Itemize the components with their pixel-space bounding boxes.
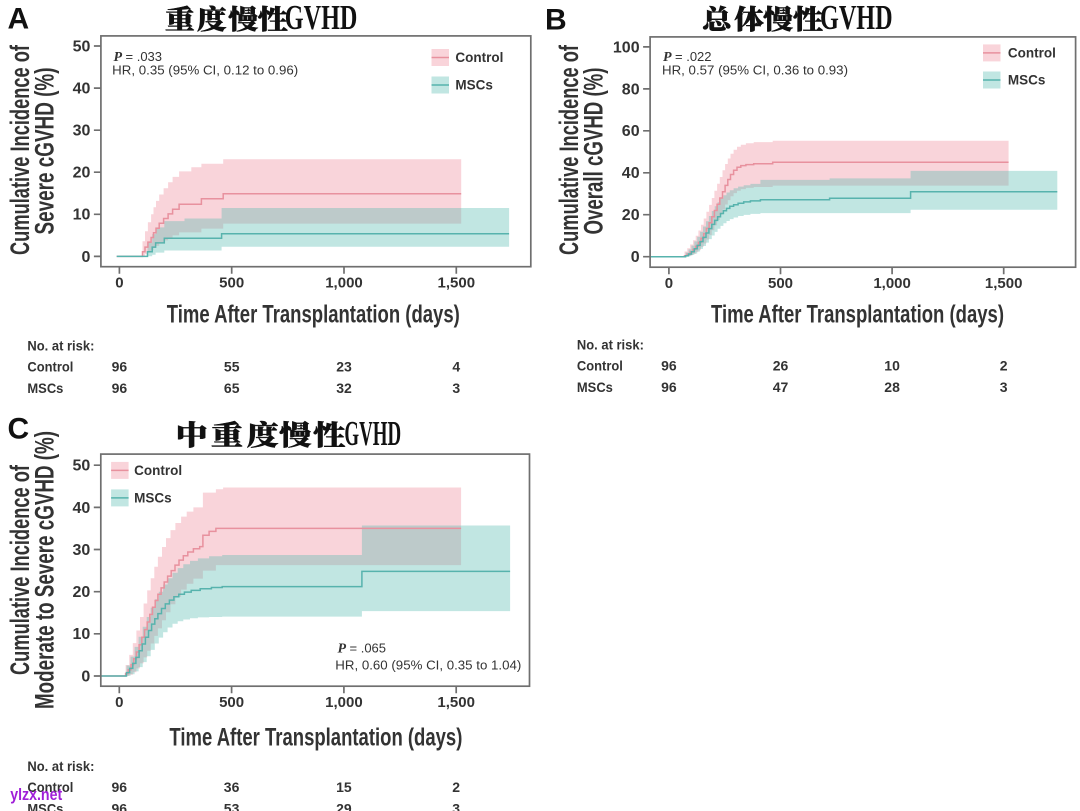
svg-text:MSCs: MSCs <box>455 78 493 93</box>
svg-text:Control: Control <box>27 359 73 375</box>
svg-text:No. at risk:: No. at risk: <box>577 336 644 352</box>
svg-text:0: 0 <box>115 694 123 711</box>
svg-text:30: 30 <box>73 123 91 140</box>
svg-text:Control: Control <box>455 50 503 65</box>
svg-text:Cumulative Incidence of: Cumulative Incidence of <box>5 44 35 255</box>
svg-text:HR, 0.35 (95% CI, 0.12 to 0.96: HR, 0.35 (95% CI, 0.12 to 0.96) <box>112 62 298 77</box>
svg-text:65: 65 <box>224 380 240 396</box>
svg-text:No. at risk:: No. at risk: <box>27 337 94 353</box>
svg-text:96: 96 <box>112 800 128 811</box>
svg-text:0: 0 <box>115 275 123 292</box>
svg-text:500: 500 <box>768 275 793 292</box>
svg-text:26: 26 <box>773 358 789 374</box>
svg-text:80: 80 <box>622 81 640 98</box>
svg-text:1,500: 1,500 <box>437 694 475 711</box>
svg-text:Time After Transplantation (da: Time After Transplantation (days) <box>167 301 460 329</box>
svg-text:Cumulative Incidence of: Cumulative Incidence of <box>5 464 35 675</box>
svg-text:3: 3 <box>1000 379 1008 395</box>
svg-text:1,500: 1,500 <box>438 275 476 292</box>
svg-text:Severe cGVHD (%): Severe cGVHD (%) <box>30 68 60 235</box>
svg-text:96: 96 <box>661 379 677 395</box>
svg-text:53: 53 <box>224 800 240 811</box>
svg-text:MSCs: MSCs <box>577 379 613 395</box>
svg-text:1,000: 1,000 <box>325 694 363 711</box>
svg-text:55: 55 <box>224 359 240 375</box>
svg-text:96: 96 <box>112 359 128 375</box>
svg-text:HR, 0.60 (95% CI, 0.35 to 1.04: HR, 0.60 (95% CI, 0.35 to 1.04) <box>335 657 521 672</box>
svg-text:P: P <box>114 50 123 65</box>
svg-text:= .022: = .022 <box>675 49 712 64</box>
svg-text:A: A <box>8 3 30 36</box>
svg-text:HR, 0.57 (95% CI, 0.36 to 0.93: HR, 0.57 (95% CI, 0.36 to 0.93) <box>662 62 848 77</box>
svg-text:96: 96 <box>112 779 128 795</box>
svg-text:Control: Control <box>134 463 182 478</box>
svg-text:10: 10 <box>73 207 91 224</box>
svg-text:500: 500 <box>219 275 244 292</box>
svg-text:B: B <box>545 3 567 36</box>
svg-text:28: 28 <box>884 379 900 395</box>
svg-text:Control: Control <box>27 779 73 795</box>
svg-text:Overall cGVHD (%): Overall cGVHD (%) <box>579 68 609 235</box>
svg-text:10: 10 <box>73 626 91 643</box>
svg-text:No. at risk:: No. at risk: <box>27 758 94 774</box>
svg-text:15: 15 <box>336 779 352 795</box>
svg-text:50: 50 <box>73 38 91 55</box>
svg-text:2: 2 <box>452 779 460 795</box>
svg-text:Time After Transplantation (da: Time After Transplantation (days) <box>169 724 462 752</box>
svg-text:96: 96 <box>661 358 677 374</box>
svg-text:96: 96 <box>112 380 128 396</box>
svg-text:50: 50 <box>73 458 91 475</box>
svg-text:40: 40 <box>73 500 91 517</box>
svg-text:10: 10 <box>884 358 900 374</box>
svg-text:1,500: 1,500 <box>985 275 1023 292</box>
svg-text:3: 3 <box>452 800 460 811</box>
svg-text:0: 0 <box>631 249 640 266</box>
svg-text:Moderate to Severe cGVHD (%): Moderate to Severe cGVHD (%) <box>30 431 60 709</box>
svg-text:C: C <box>8 413 30 446</box>
svg-text:4: 4 <box>452 359 460 375</box>
svg-text:P: P <box>338 642 347 657</box>
svg-text:3: 3 <box>452 380 460 396</box>
svg-text:MSCs: MSCs <box>134 491 172 506</box>
svg-text:= .065: = .065 <box>350 641 387 656</box>
svg-text:GVHD: GVHD <box>820 0 893 37</box>
svg-text:Control: Control <box>1008 46 1056 61</box>
svg-text:Control: Control <box>577 358 623 374</box>
svg-text:1,000: 1,000 <box>873 275 911 292</box>
svg-text:40: 40 <box>622 165 640 182</box>
svg-text:47: 47 <box>773 379 789 395</box>
svg-text:GVHD: GVHD <box>344 414 401 453</box>
svg-text:2: 2 <box>1000 358 1008 374</box>
svg-text:20: 20 <box>622 207 640 224</box>
svg-text:P: P <box>663 50 672 65</box>
svg-text:20: 20 <box>73 584 91 601</box>
svg-text:1,000: 1,000 <box>325 275 363 292</box>
svg-text:Cumulative Incidence of: Cumulative Incidence of <box>554 44 584 255</box>
svg-text:ylzx.net: ylzx.net <box>10 786 62 804</box>
svg-text:20: 20 <box>73 165 91 182</box>
svg-text:60: 60 <box>622 123 640 140</box>
svg-text:Time After Transplantation (da: Time After Transplantation (days) <box>711 301 1004 329</box>
svg-text:29: 29 <box>336 800 352 811</box>
svg-text:MSCs: MSCs <box>27 800 63 811</box>
svg-text:0: 0 <box>81 668 90 685</box>
svg-text:40: 40 <box>73 81 91 98</box>
svg-text:0: 0 <box>665 275 673 292</box>
svg-text:= .033: = .033 <box>126 49 163 64</box>
svg-text:32: 32 <box>336 380 352 396</box>
svg-text:30: 30 <box>73 542 91 559</box>
svg-text:MSCs: MSCs <box>27 380 63 396</box>
svg-text:GVHD: GVHD <box>285 0 358 37</box>
svg-text:MSCs: MSCs <box>1008 73 1046 88</box>
svg-text:0: 0 <box>81 249 90 266</box>
svg-text:500: 500 <box>219 694 244 711</box>
svg-text:23: 23 <box>336 359 352 375</box>
svg-text:100: 100 <box>613 39 640 56</box>
svg-text:36: 36 <box>224 779 240 795</box>
